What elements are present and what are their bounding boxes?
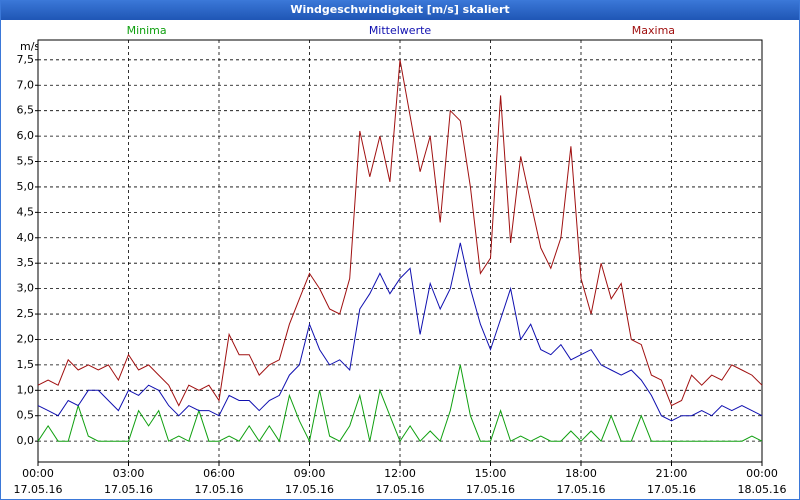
x-tick-label: 12:00 17.05.16 [375, 467, 425, 496]
x-tick-label: 00:00 18.05.16 [737, 467, 787, 496]
series-line [37, 59, 763, 407]
y-tick-label: 6,0 [17, 129, 35, 142]
x-tick-label: 18:00 17.05.16 [556, 467, 606, 496]
x-tick-label: 21:00 17.05.16 [647, 467, 696, 496]
x-tick-label: 09:00 17.05.16 [285, 467, 334, 496]
x-tick-label: 15:00 17.05.16 [466, 467, 515, 496]
y-tick-label: 6,5 [17, 104, 35, 117]
y-tick-label: 2,5 [17, 307, 35, 320]
y-tick-label: 4,0 [17, 231, 35, 244]
y-tick-label: 3,0 [17, 282, 35, 295]
y-tick-label: 5,0 [17, 180, 35, 193]
y-tick-label: 3,5 [17, 256, 35, 269]
legend-entry: Minima [127, 24, 167, 37]
y-tick-label: 7,5 [17, 53, 35, 66]
y-tick-label: 1,0 [17, 383, 35, 396]
legend-entry: Maxima [632, 24, 675, 37]
x-tick-label: 00:00 17.05.16 [13, 467, 63, 496]
y-axis-label: m/s [20, 40, 40, 53]
series-line [37, 242, 763, 422]
y-tick-label: 0,0 [17, 434, 35, 447]
y-tick-label: 1,5 [17, 358, 35, 371]
y-tick-label: 0,5 [17, 409, 35, 422]
x-tick-label: 03:00 17.05.16 [104, 467, 153, 496]
chart-title: Windgeschwindigkeit [m/s] skaliert [290, 3, 509, 16]
title-bar [0, 0, 800, 20]
y-tick-label: 5,5 [17, 155, 35, 168]
legend-entry: Mittelwerte [369, 24, 432, 37]
y-tick-label: 7,0 [17, 78, 35, 91]
y-tick-label: 4,5 [17, 205, 35, 218]
plot-frame [37, 39, 763, 463]
y-tick-label: 2,0 [17, 332, 35, 345]
x-tick-label: 06:00 17.05.16 [194, 467, 244, 496]
series-line [37, 364, 763, 443]
